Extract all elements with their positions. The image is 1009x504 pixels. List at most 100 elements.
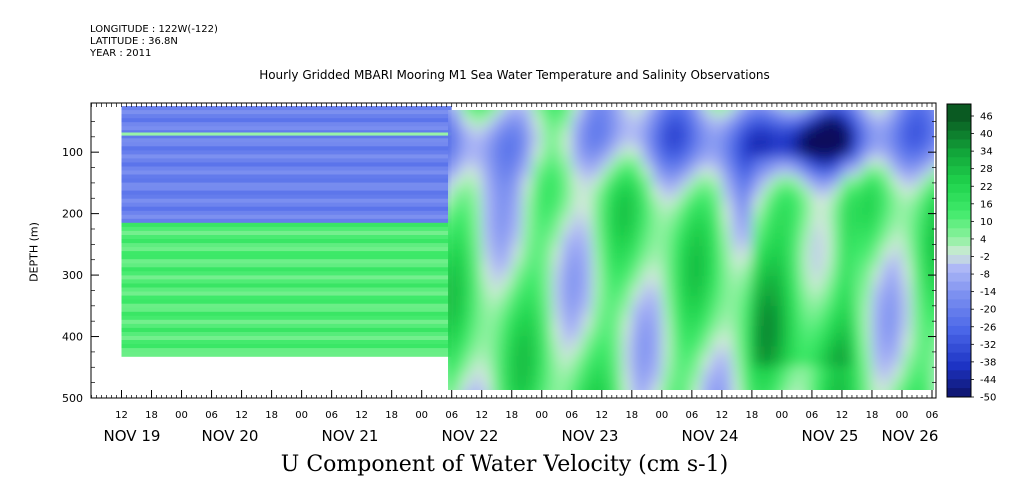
late-cell	[621, 336, 633, 348]
late-cell	[671, 256, 683, 268]
late-cell	[541, 346, 553, 358]
late-cell	[591, 356, 603, 368]
late-cell	[891, 246, 903, 258]
band-early-lower	[121, 247, 452, 252]
late-cell	[671, 226, 683, 238]
late-cell	[781, 136, 793, 148]
late-cell	[851, 156, 863, 168]
late-cell	[921, 276, 933, 288]
late-cell	[791, 316, 803, 328]
late-cell	[811, 216, 823, 228]
late-cell	[881, 256, 893, 268]
colorbar-bin	[947, 112, 971, 123]
band-early-lower	[121, 332, 452, 337]
late-cell	[911, 296, 923, 308]
late-cell	[701, 206, 713, 218]
late-cell	[551, 186, 563, 198]
late-cell	[681, 346, 693, 358]
late-cell	[741, 216, 753, 228]
x-date-label: NOV 24	[682, 427, 739, 445]
late-cell	[781, 366, 793, 378]
late-cell	[591, 176, 603, 188]
late-cell	[531, 336, 543, 348]
late-cell	[531, 356, 543, 368]
late-cell	[691, 176, 703, 188]
late-cell	[791, 366, 803, 378]
late-cell	[571, 236, 583, 248]
late-cell	[861, 276, 873, 288]
late-cell	[791, 196, 803, 208]
y-tick-label: 200	[62, 208, 83, 221]
late-cell	[801, 276, 813, 288]
late-cell	[611, 316, 623, 328]
late-cell	[551, 110, 563, 118]
late-cell	[601, 356, 613, 368]
late-cell	[581, 186, 593, 198]
late-cell	[701, 156, 713, 168]
late-cell	[851, 326, 863, 338]
late-cell	[448, 166, 453, 178]
late-cell	[861, 176, 873, 188]
late-cell	[651, 346, 663, 358]
late-cell	[911, 286, 923, 298]
late-cell	[901, 206, 913, 218]
late-cell	[741, 176, 753, 188]
late-cell	[541, 316, 553, 328]
late-cell	[731, 116, 743, 128]
colorbar-bin	[947, 192, 971, 203]
late-cell	[801, 316, 813, 328]
late-cell	[591, 110, 603, 118]
late-cell	[561, 156, 573, 168]
late-cell	[841, 136, 853, 148]
late-cell	[511, 176, 523, 188]
x-tick-label: 00	[295, 410, 308, 421]
late-cell	[831, 356, 843, 368]
late-cell	[791, 286, 803, 298]
late-cell	[751, 326, 763, 338]
late-cell	[451, 326, 463, 338]
late-cell	[691, 366, 703, 378]
late-cell	[521, 156, 533, 168]
late-cell	[571, 286, 583, 298]
late-cell	[651, 296, 663, 308]
late-cell	[451, 266, 463, 278]
late-cell	[491, 196, 503, 208]
late-cell	[871, 116, 883, 128]
late-cell	[931, 356, 934, 368]
late-cell	[551, 226, 563, 238]
band-early-upper	[121, 110, 452, 115]
late-cell	[471, 126, 483, 138]
late-cell	[671, 306, 683, 318]
late-cell	[641, 376, 653, 388]
late-cell	[711, 276, 723, 288]
late-cell	[841, 326, 853, 338]
late-cell	[911, 386, 923, 390]
late-cell	[521, 386, 533, 390]
late-cell	[861, 196, 873, 208]
late-cell	[591, 276, 603, 288]
late-cell	[761, 296, 773, 308]
late-cell	[751, 166, 763, 178]
late-cell	[531, 126, 543, 138]
late-cell	[851, 316, 863, 328]
late-cell	[541, 206, 553, 218]
late-cell	[541, 226, 553, 238]
late-cell	[551, 366, 563, 378]
late-cell	[711, 336, 723, 348]
late-cell	[881, 246, 893, 258]
late-cell	[541, 336, 553, 348]
late-cell	[448, 206, 453, 218]
late-cell	[471, 236, 483, 248]
late-cell	[461, 386, 473, 390]
late-cell	[841, 216, 853, 228]
late-cell	[851, 266, 863, 278]
late-cell	[831, 256, 843, 268]
late-cell	[641, 236, 653, 248]
late-cell	[451, 156, 463, 168]
late-cell	[561, 376, 573, 388]
late-cell	[781, 386, 793, 390]
late-cell	[811, 196, 823, 208]
late-cell	[481, 146, 493, 158]
late-cell	[731, 110, 743, 118]
late-cell	[721, 126, 733, 138]
